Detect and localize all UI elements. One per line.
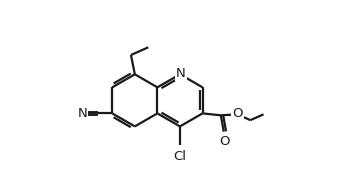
Text: O: O xyxy=(220,135,230,148)
Text: O: O xyxy=(232,108,243,120)
Text: N: N xyxy=(77,107,87,120)
Text: Cl: Cl xyxy=(174,150,187,163)
Text: N: N xyxy=(176,67,186,80)
